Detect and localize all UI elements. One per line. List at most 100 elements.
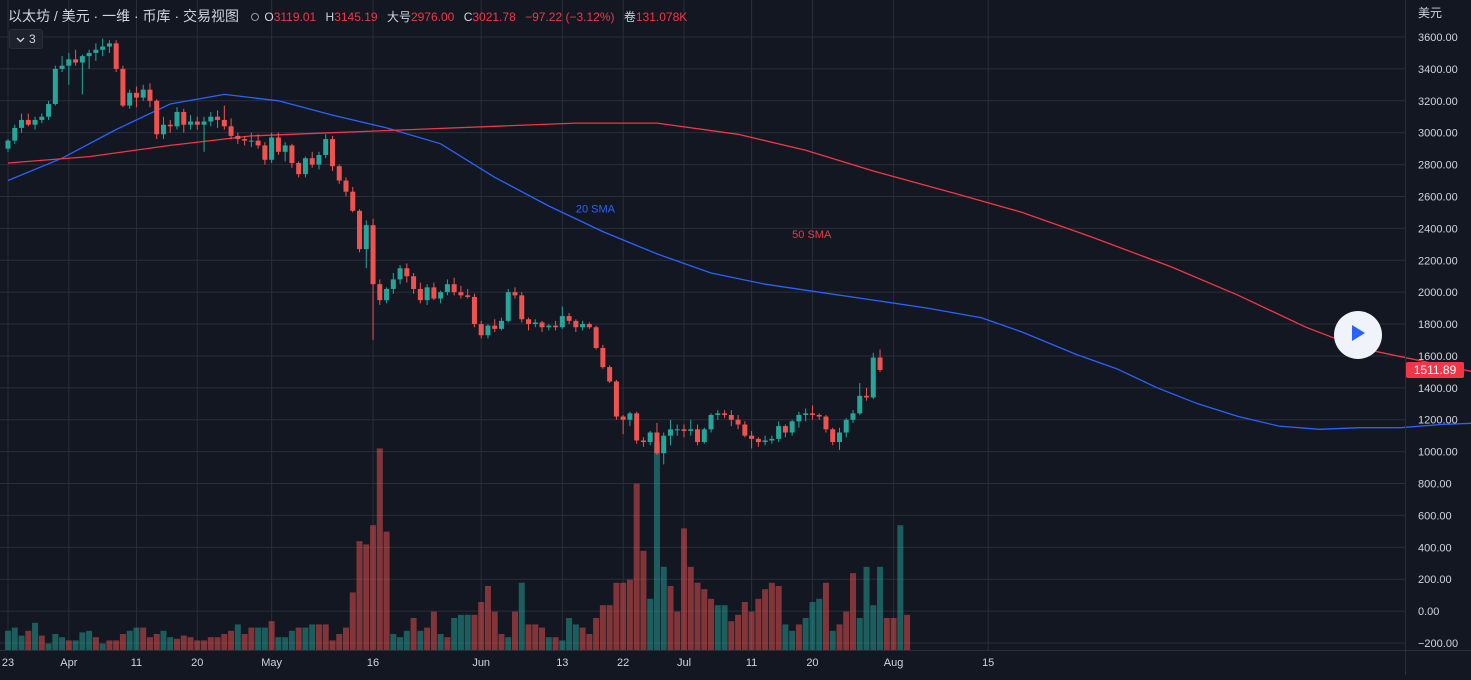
x-tick-label: May [261, 657, 282, 669]
candle-body [776, 426, 782, 439]
volume-bar [160, 630, 167, 650]
candle-body [438, 292, 444, 299]
volume-bar [255, 627, 262, 650]
volume-bar [890, 618, 897, 650]
volume-bar [302, 627, 309, 650]
volume-bar [498, 634, 505, 650]
volume-key: 卷 [623, 9, 636, 24]
volume-bar [437, 634, 444, 650]
candle-body [377, 284, 383, 301]
volume-value: 131.078K [635, 9, 688, 24]
candle-body [789, 421, 795, 433]
candle-body [634, 413, 640, 441]
candle-body [735, 419, 741, 425]
candle [350, 186, 356, 213]
volume-bar [268, 621, 275, 650]
candle [627, 411, 633, 427]
volume-bar [559, 640, 566, 650]
candle-body [701, 429, 707, 443]
y-tick-label: 2400.00 [1418, 223, 1458, 235]
candle-body [181, 111, 187, 125]
high-value: 3145.19 [334, 9, 378, 24]
candle-body [147, 89, 153, 101]
volume-bar [309, 624, 316, 650]
volume-bar [484, 586, 491, 650]
candle [573, 319, 579, 333]
volume-bar [113, 640, 120, 650]
candle-body [519, 295, 525, 320]
candle [113, 40, 119, 73]
candle-body [316, 155, 322, 165]
candle [681, 424, 687, 438]
candle [519, 292, 525, 323]
candle-body [532, 322, 538, 325]
candle-body [458, 292, 464, 296]
x-tick-label: 15 [982, 657, 994, 669]
candle-body [404, 268, 410, 277]
candle-body [451, 284, 457, 293]
candle-body [174, 111, 180, 127]
play-button[interactable] [1334, 311, 1382, 359]
candle [688, 419, 694, 436]
candle-body [86, 52, 92, 57]
candle [336, 164, 342, 184]
volume-bar [633, 483, 640, 650]
candle [816, 413, 822, 420]
candle [505, 288, 511, 323]
candle [343, 177, 349, 197]
symbol-title[interactable]: 以太坊 / 美元 · 一维 · 币库 · 交易视图 [8, 8, 239, 24]
candle [5, 139, 11, 152]
candle [79, 54, 85, 95]
candle [390, 273, 396, 294]
volume-bar [187, 637, 194, 650]
y-tick-label: 800.00 [1418, 479, 1452, 491]
candle [843, 418, 849, 438]
candle [850, 410, 856, 423]
candle-body [194, 121, 200, 125]
candle [329, 135, 335, 171]
candle-body [485, 325, 491, 336]
volume-bar [288, 630, 295, 650]
indicators-toggle-button[interactable]: 3 [9, 29, 43, 49]
y-tick-label: 1800.00 [1418, 319, 1458, 331]
volume-bar [201, 640, 208, 650]
volume-bar [322, 624, 329, 650]
volume-bar [748, 611, 755, 650]
volume-bar [214, 637, 221, 650]
candle [255, 134, 261, 149]
volume-bar [5, 630, 11, 650]
candle [262, 142, 268, 165]
volume-bar [586, 634, 593, 650]
candle-body [640, 440, 646, 443]
volume-bar [768, 582, 775, 650]
candle [411, 273, 417, 294]
candle-body [654, 432, 660, 454]
volume-bar [694, 582, 701, 650]
candle-body [674, 429, 680, 431]
candle-body [816, 414, 822, 417]
y-tick-label: 400.00 [1418, 542, 1452, 554]
volume-bar [295, 627, 302, 650]
candle [282, 142, 288, 162]
volume-bar [457, 614, 464, 650]
candle-body [478, 324, 484, 336]
x-tick-label: Apr [60, 657, 77, 669]
volume-bar [390, 634, 397, 650]
candle [431, 282, 437, 301]
candle-body [255, 140, 261, 146]
candle [296, 161, 302, 178]
y-tick-label: 1200.00 [1418, 415, 1458, 427]
y-tick-label: 200.00 [1418, 574, 1452, 586]
y-tick-label: 3600.00 [1418, 32, 1458, 44]
x-tick-label: 11 [131, 657, 142, 669]
volume-bar [795, 624, 802, 650]
candle [532, 319, 538, 328]
volume-bar [363, 544, 370, 650]
candle-body [140, 89, 146, 98]
candle-body [661, 435, 667, 454]
candle [377, 279, 383, 305]
volume-bar [552, 637, 559, 650]
grid-lines [0, 0, 1405, 650]
